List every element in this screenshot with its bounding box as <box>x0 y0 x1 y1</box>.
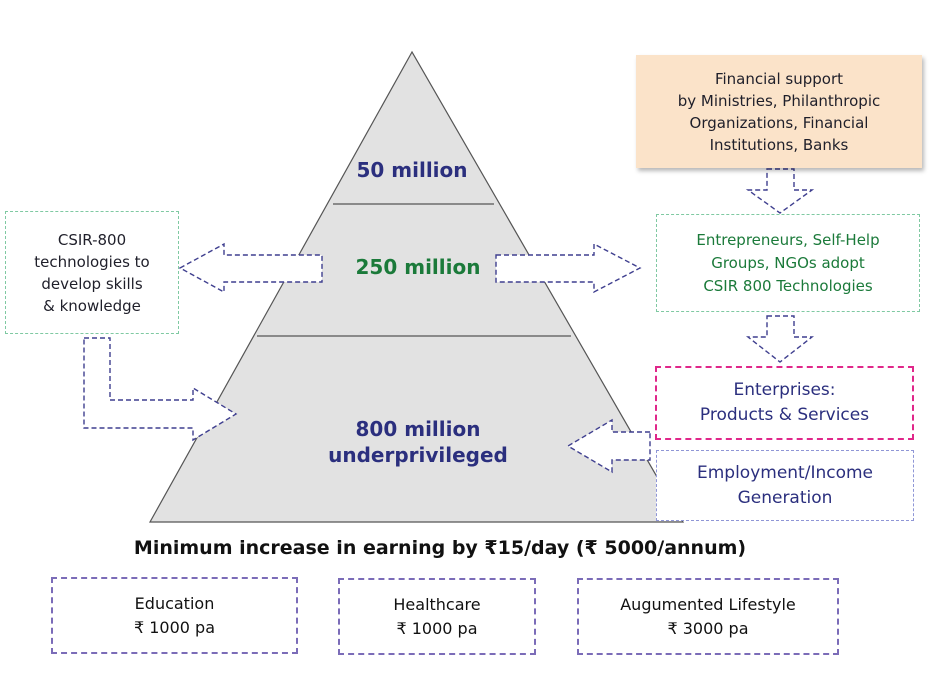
education-box: Education ₹ 1000 pa <box>51 577 298 654</box>
financial-support-box: Financial support by Ministries, Philant… <box>636 55 922 168</box>
earning-heading: Minimum increase in earning by ₹15/day (… <box>133 537 747 559</box>
arrow-right-icon <box>495 242 642 294</box>
arrow-down-icon <box>745 168 815 214</box>
elbow-arrow-icon <box>83 337 238 442</box>
entrepreneurs-box: Entrepreneurs, Self-Help Groups, NGOs ad… <box>656 214 920 312</box>
arrow-down-icon <box>745 315 815 363</box>
enterprises-box: Enterprises: Products & Services <box>655 366 914 440</box>
double-arrow-left-icon <box>178 242 323 294</box>
employment-box: Employment/Income Generation <box>656 450 914 521</box>
tier-bottom-label: 800 million underprivileged <box>328 417 508 467</box>
healthcare-box: Healthcare ₹ 1000 pa <box>338 578 536 655</box>
lifestyle-box: Augumented Lifestyle ₹ 3000 pa <box>577 578 839 655</box>
arrow-left-icon <box>566 418 651 474</box>
tier-middle-label: 250 million <box>355 255 481 279</box>
tier-top-label: 50 million <box>356 158 468 182</box>
pyramid <box>148 50 685 523</box>
csir-skills-box: CSIR-800 technologies to develop skills … <box>5 211 179 334</box>
